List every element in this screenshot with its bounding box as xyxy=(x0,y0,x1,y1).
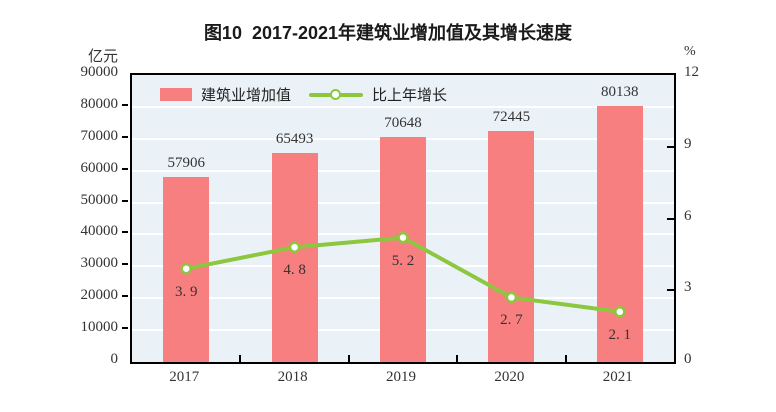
chart-title: 图10 2017-2021年建筑业增加值及其增长速度 xyxy=(203,23,573,43)
left-axis-unit: 亿元 xyxy=(87,49,118,65)
bar-2021 xyxy=(596,106,643,362)
left-axis-tick xyxy=(122,135,128,138)
left-axis-tick xyxy=(122,263,128,266)
x-axis-tick xyxy=(456,355,459,362)
bar-2019 xyxy=(380,136,426,362)
line-point-2017 xyxy=(180,262,192,275)
left-axis-tick xyxy=(122,231,128,234)
bar-value-label: 72445 xyxy=(492,108,531,125)
right-axis-unit: % xyxy=(684,44,696,59)
line-value-label: 4. 8 xyxy=(283,262,306,279)
left-axis-tick xyxy=(122,167,128,170)
line-point-2019 xyxy=(397,231,409,244)
bar-value-label: 80138 xyxy=(601,84,639,101)
left-axis-tick xyxy=(122,295,128,298)
gridline xyxy=(132,105,674,108)
right-axis-tick xyxy=(667,289,674,292)
legend: 建筑业增加值 比上年增长 xyxy=(160,84,465,105)
left-axis-tick-label: 80000 xyxy=(80,95,119,112)
x-axis-tick xyxy=(239,355,242,362)
right-axis-tick-label: 9 xyxy=(684,135,692,152)
line-value-label: 2. 7 xyxy=(500,312,523,329)
bar-value-label: 70648 xyxy=(384,114,422,131)
right-axis-tick-label: 3 xyxy=(684,279,692,296)
bar-value-label: 65493 xyxy=(275,131,314,148)
line-value-label: 5. 2 xyxy=(391,252,415,269)
line-value-label: 3. 9 xyxy=(174,283,198,300)
line-point-2021 xyxy=(614,306,626,318)
line-point-2018 xyxy=(288,241,301,253)
x-axis-category-label: 2019 xyxy=(386,369,416,385)
left-axis-tick-label: 40000 xyxy=(80,223,119,240)
growth-line xyxy=(180,231,626,318)
left-axis-tick-label: 20000 xyxy=(80,287,119,304)
legend-bar-swatch xyxy=(160,88,192,101)
right-axis-tick-label: 0 xyxy=(684,351,692,367)
left-axis-tick-label: 30000 xyxy=(80,255,119,272)
legend-line-marker-icon xyxy=(330,89,342,100)
line-point-2020 xyxy=(505,291,518,304)
right-axis-tick-label: 6 xyxy=(684,207,692,224)
x-axis-tick xyxy=(347,355,350,362)
legend-line-swatch xyxy=(309,88,364,101)
x-axis-category-label: 2020 xyxy=(494,369,525,385)
left-axis-tick xyxy=(122,199,128,202)
left-axis-tick-label: 0 xyxy=(110,351,119,367)
x-axis-tick xyxy=(564,355,567,362)
left-axis-tick xyxy=(122,103,128,106)
right-axis-tick xyxy=(667,145,674,148)
legend-line-label: 比上年增长 xyxy=(372,88,448,104)
x-axis-category-label: 2018 xyxy=(277,369,308,385)
left-axis-tick-label: 60000 xyxy=(80,159,119,176)
bar-value-label: 57906 xyxy=(167,155,205,172)
line-value-label: 2. 1 xyxy=(608,326,632,343)
left-axis-tick-label: 10000 xyxy=(80,319,119,336)
left-axis-tick-label: 90000 xyxy=(80,64,119,80)
left-axis-tick-label: 70000 xyxy=(80,127,119,144)
left-axis-tick xyxy=(122,327,128,330)
x-axis-category-label: 2017 xyxy=(169,369,200,385)
right-axis-tick-label: 12 xyxy=(684,64,699,80)
left-axis-tick-label: 50000 xyxy=(80,191,119,208)
bar-2018 xyxy=(271,153,318,362)
bar-2020 xyxy=(488,130,535,362)
x-axis-category-label: 2021 xyxy=(602,369,633,385)
legend-bar-label: 建筑业增加值 xyxy=(201,88,292,104)
plot-area: 建筑业增加值 比上年增长 57906 65493 70648 72445 80138 3.… xyxy=(130,73,676,364)
right-axis-tick xyxy=(667,217,674,220)
